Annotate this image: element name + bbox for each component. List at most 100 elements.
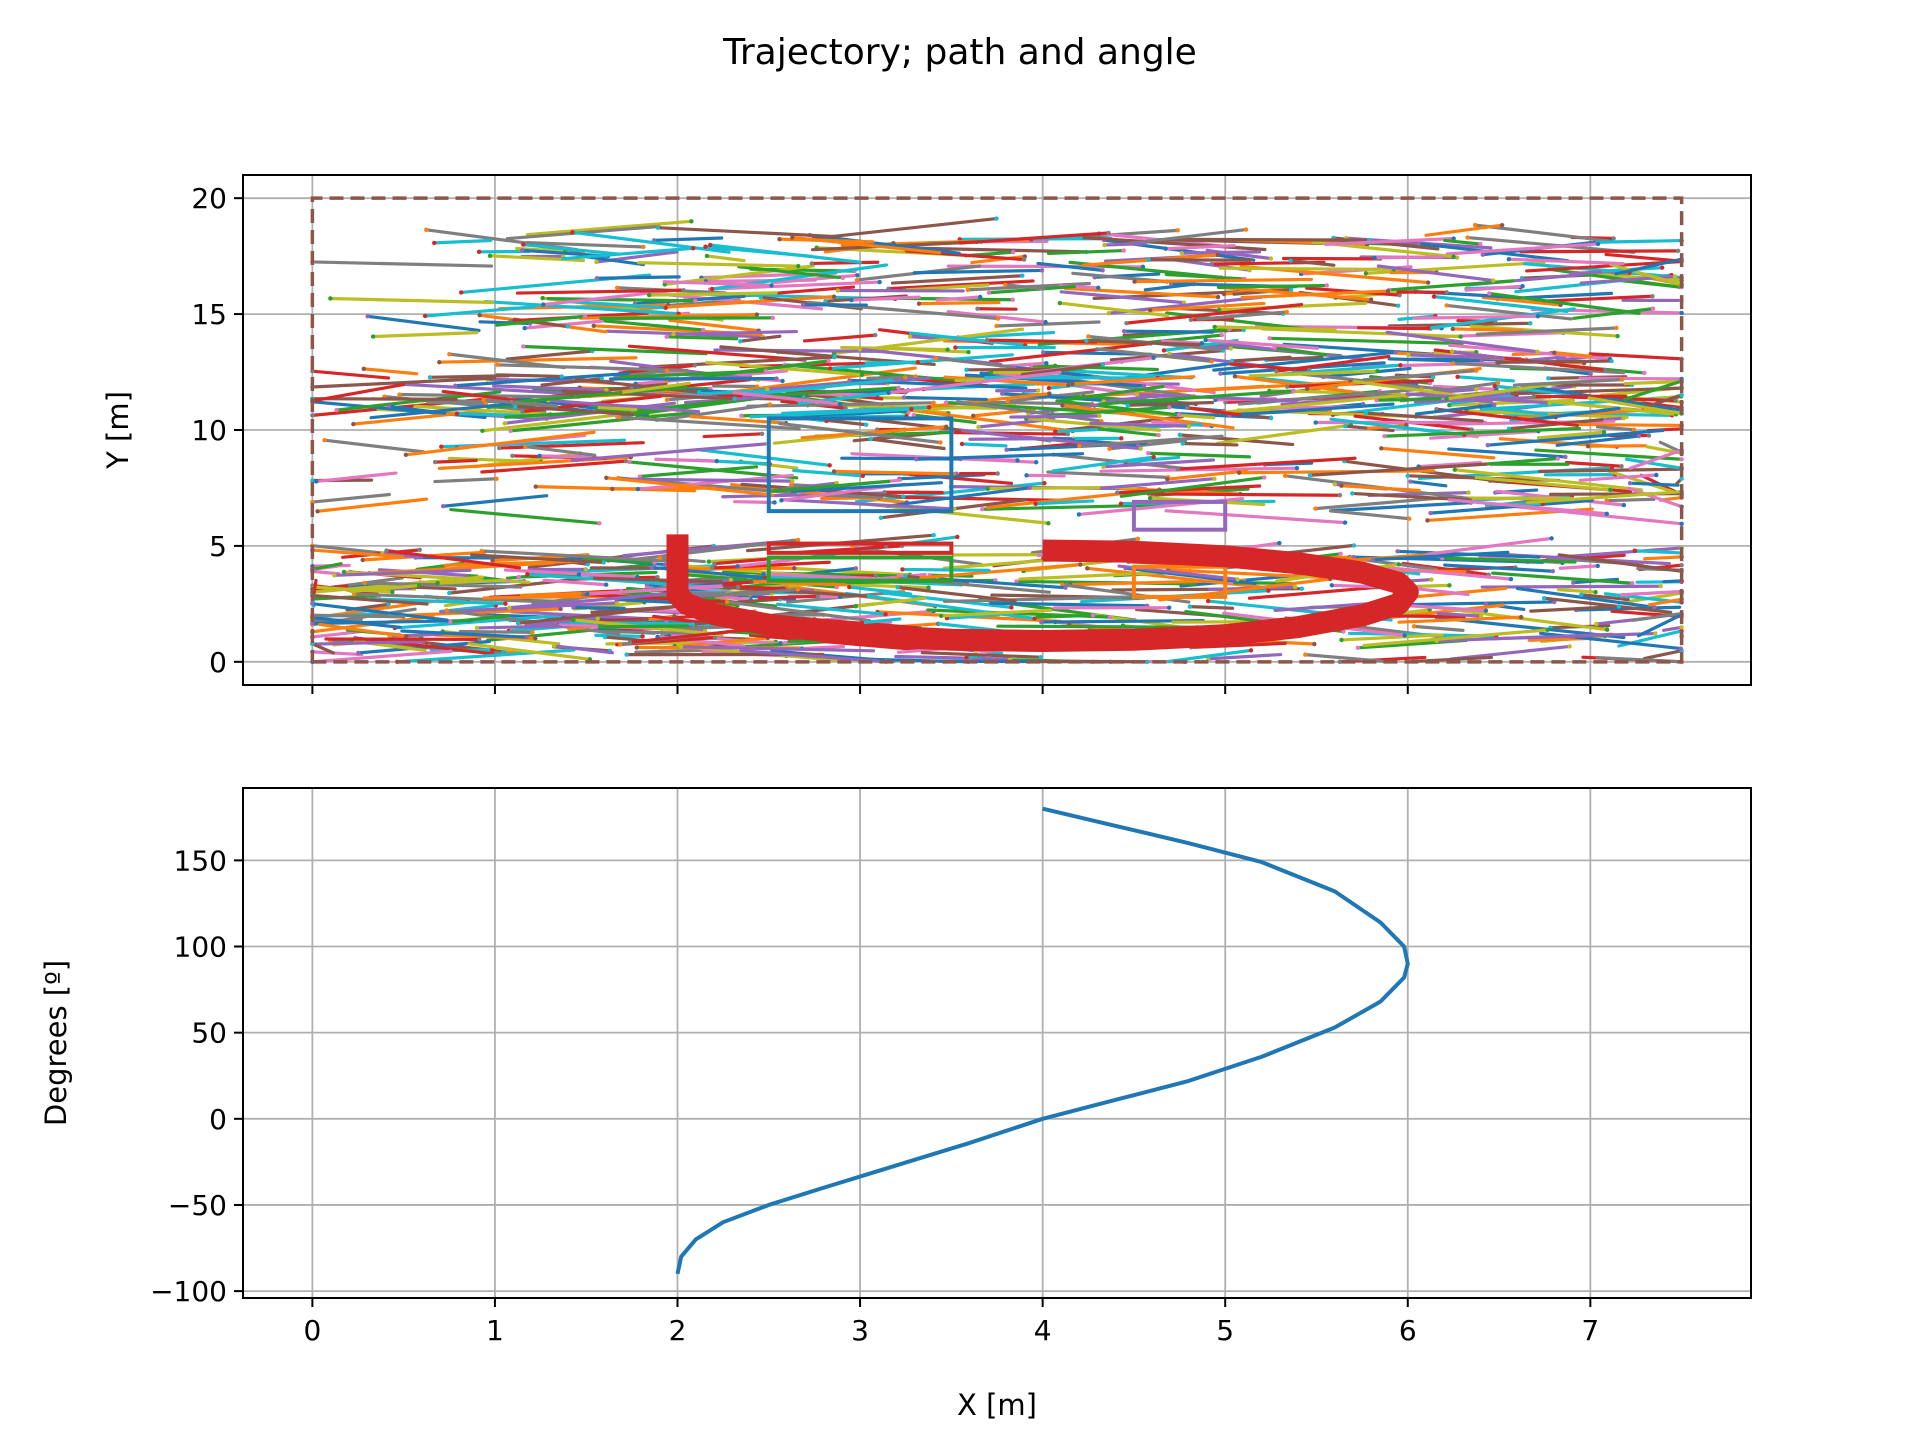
tree-node bbox=[1588, 371, 1593, 377]
tree-node bbox=[886, 390, 891, 396]
tree-branch bbox=[1094, 347, 1214, 363]
path-ytick-label: 15 bbox=[191, 298, 227, 331]
tree-branch bbox=[1101, 394, 1159, 404]
tree-branch bbox=[362, 367, 419, 376]
tree-branch bbox=[1555, 434, 1641, 447]
tree-node bbox=[735, 584, 741, 590]
tree-node bbox=[1535, 314, 1541, 319]
tree-node bbox=[1351, 554, 1356, 560]
tree-branch bbox=[712, 557, 768, 566]
tree-node bbox=[1077, 443, 1082, 449]
tree-node bbox=[1351, 543, 1357, 548]
tree-node bbox=[603, 582, 609, 587]
tree-node bbox=[1040, 350, 1046, 355]
tree-node bbox=[1146, 257, 1151, 262]
tree-node bbox=[1043, 319, 1048, 325]
tree-branch bbox=[671, 329, 798, 336]
tree-node bbox=[1215, 294, 1221, 300]
tree-branch bbox=[656, 226, 838, 239]
path-ytick-label: 20 bbox=[191, 182, 227, 215]
tree-node bbox=[1179, 250, 1185, 256]
tree-node bbox=[1552, 350, 1557, 355]
tree-node bbox=[1492, 383, 1498, 389]
tree-branch bbox=[1100, 477, 1216, 490]
tree-branch bbox=[958, 231, 1111, 245]
tree-node bbox=[1601, 429, 1607, 435]
tree-branch bbox=[1324, 236, 1456, 246]
tree-branch bbox=[1475, 326, 1619, 336]
tree-branch bbox=[371, 331, 479, 339]
tree-node bbox=[594, 624, 599, 630]
tree-node bbox=[1313, 420, 1318, 425]
tree-branch bbox=[1515, 586, 1656, 609]
tree-node bbox=[521, 242, 526, 247]
tree-node bbox=[1402, 633, 1407, 638]
tree-node bbox=[995, 316, 1001, 321]
tree-node bbox=[826, 358, 831, 363]
angle-xtick-label: 6 bbox=[1399, 1314, 1417, 1347]
tree-branch bbox=[1464, 284, 1525, 292]
tree-branch bbox=[1126, 400, 1215, 407]
tree-branch bbox=[1572, 306, 1655, 320]
tree-branch bbox=[441, 389, 532, 404]
tree-branch bbox=[310, 640, 426, 646]
tree-node bbox=[1167, 405, 1172, 410]
tree-node bbox=[1267, 336, 1272, 341]
tree-node bbox=[1277, 540, 1282, 546]
tree-node bbox=[571, 617, 576, 623]
tree-branch bbox=[652, 236, 724, 242]
tree-node bbox=[1141, 383, 1147, 389]
tree-node bbox=[877, 279, 882, 285]
tree-branch bbox=[960, 442, 1008, 448]
tree-node bbox=[417, 547, 422, 553]
tree-branch bbox=[1486, 428, 1665, 447]
tree-node bbox=[386, 404, 392, 409]
tree-node bbox=[1431, 294, 1437, 299]
tree-node bbox=[1282, 473, 1288, 478]
tree-node bbox=[1147, 495, 1153, 501]
tree-node bbox=[1382, 433, 1387, 439]
tree-node bbox=[520, 409, 525, 414]
tree-node bbox=[522, 325, 527, 331]
tree-node bbox=[903, 573, 908, 579]
tree-node bbox=[1604, 627, 1610, 632]
tree-node bbox=[1405, 473, 1410, 478]
tree-node bbox=[1469, 427, 1474, 432]
tree-branch bbox=[912, 268, 1044, 275]
tree-node bbox=[739, 413, 744, 418]
tree-node bbox=[1425, 326, 1431, 331]
planned-path bbox=[666, 534, 1419, 652]
tree-branch bbox=[919, 562, 1082, 580]
tree-node bbox=[837, 401, 843, 407]
tree-node bbox=[599, 376, 604, 381]
tree-branch bbox=[1434, 407, 1579, 428]
tree-node bbox=[540, 295, 545, 301]
tree-node bbox=[559, 374, 564, 379]
tree-node bbox=[1594, 621, 1599, 627]
tree-branch bbox=[821, 493, 884, 500]
tree-branch bbox=[1176, 456, 1357, 471]
tree-node bbox=[1341, 629, 1346, 634]
tree-branch bbox=[1661, 625, 1684, 632]
tree-node bbox=[635, 486, 641, 492]
tree-node bbox=[701, 327, 706, 333]
angle-ytick-label: 0 bbox=[209, 1103, 227, 1136]
tree-branch bbox=[943, 375, 1070, 387]
tree-branch bbox=[1641, 393, 1684, 410]
tree-node bbox=[1324, 283, 1329, 288]
obstacle-rect bbox=[766, 555, 954, 583]
tree-branch bbox=[310, 642, 336, 655]
tree-node bbox=[1203, 337, 1208, 343]
tree-node bbox=[1673, 398, 1678, 403]
tree-branch bbox=[1185, 406, 1242, 417]
tree-node bbox=[1619, 464, 1624, 469]
tree-branch bbox=[1525, 490, 1684, 505]
tree-branch bbox=[1414, 403, 1496, 416]
tree-branch bbox=[449, 507, 601, 525]
tree-node bbox=[1097, 413, 1102, 419]
tree-node bbox=[1144, 659, 1150, 665]
tree-branch bbox=[869, 503, 1050, 525]
tree-node bbox=[310, 601, 315, 606]
tree-node bbox=[1454, 255, 1460, 260]
tree-node bbox=[1474, 387, 1479, 392]
